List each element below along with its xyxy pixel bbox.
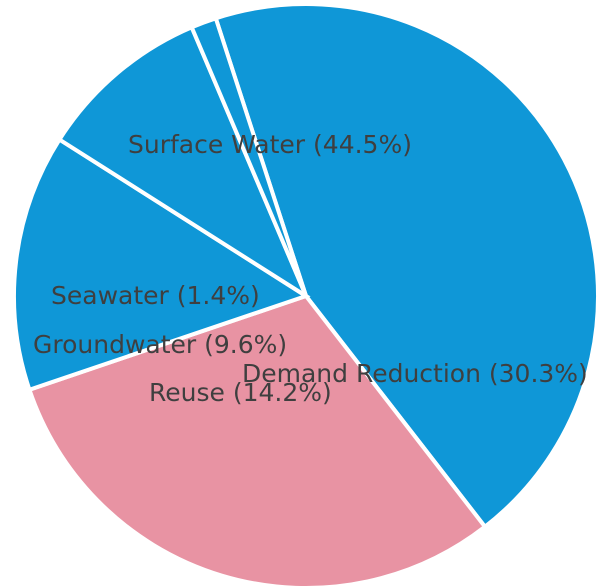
pie-labels: Surface Water (44.5%) Demand Reduction (… bbox=[33, 130, 588, 407]
pie-slice-surface-water bbox=[213, 2, 600, 530]
slice-label-reuse: Reuse (14.2%) bbox=[149, 378, 332, 407]
slice-label-groundwater: Groundwater (9.6%) bbox=[33, 330, 287, 359]
pie-slice-demand-reduction bbox=[26, 293, 488, 587]
pie-slice-seawater bbox=[189, 15, 308, 297]
pie-slice-reuse bbox=[12, 136, 311, 393]
pie-slices bbox=[12, 2, 600, 587]
slice-label-surface-water: Surface Water (44.5%) bbox=[128, 130, 412, 159]
pie-slice-groundwater bbox=[56, 24, 311, 302]
slice-label-demand-reduction: Demand Reduction (30.3%) bbox=[242, 359, 588, 388]
slice-label-seawater: Seawater (1.4%) bbox=[51, 281, 260, 310]
